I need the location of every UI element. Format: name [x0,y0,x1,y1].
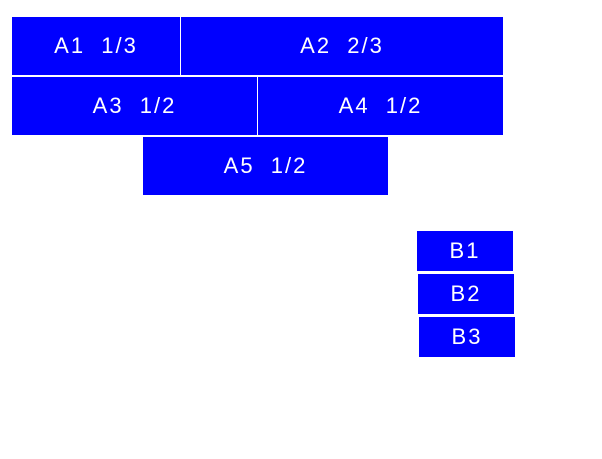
box-a3: A3 1/2 [12,77,257,135]
box-b1: B1 [417,231,513,271]
box-a4: A4 1/2 [258,77,503,135]
box-b3: B3 [419,317,515,357]
box-a5: A5 1/2 [143,137,388,195]
box-a2: A2 2/3 [181,17,503,75]
box-b2: B2 [418,274,514,314]
box-a1: A1 1/3 [12,17,180,75]
